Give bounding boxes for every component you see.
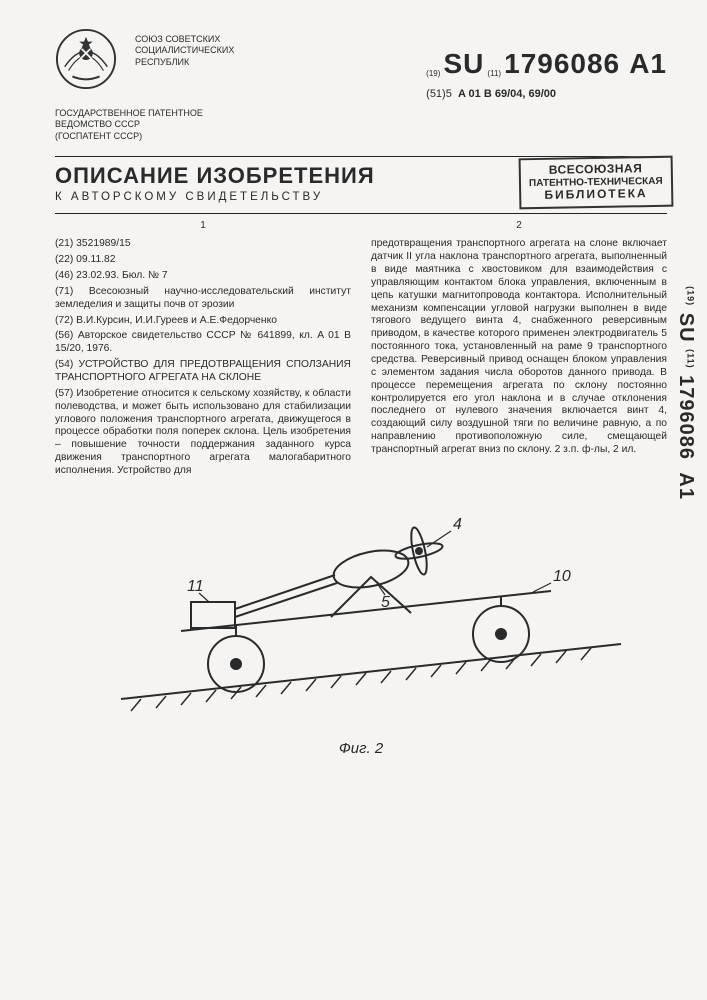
agency-name: ГОСУДАРСТВЕННОЕ ПАТЕНТНОЕ ВЕДОМСТВО СССР… [55, 108, 667, 142]
biblio-46: (46) 23.02.93. Бюл. № 7 [55, 270, 351, 283]
fig-label-10: 10 [553, 568, 571, 585]
biblio-72: (72) В.И.Курсин, И.И.Гуреев и А.Е.Федорч… [55, 315, 351, 328]
divider [55, 213, 667, 214]
abstract-start: (57) Изобретение относится к сельскому х… [55, 388, 351, 478]
figure-caption: Фиг. 2 [55, 740, 667, 757]
column-right: 2 предотвращения транспортного агрегата … [371, 220, 667, 481]
ussr-emblem-icon [55, 28, 117, 90]
invention-title: (54) УСТРОЙСТВО ДЛЯ ПРЕДОТВРАЩЕНИЯ СПОЛЗ… [55, 359, 351, 385]
union-name: СОЮЗ СОВЕТСКИХ СОЦИАЛИСТИЧЕСКИХ РЕСПУБЛИ… [135, 28, 234, 68]
fig-label-4: 4 [453, 516, 462, 533]
figure-2: 11 4 5 10 Фиг. 2 [55, 499, 667, 757]
library-stamp: ВСЕСОЮЗНАЯ ПАТЕНТНО-ТЕХНИЧЕСКАЯ БИБЛИОТЕ… [519, 155, 674, 209]
biblio-56: (56) Авторское свидетельство СССР № 6418… [55, 330, 351, 356]
publication-block: (19) SU (11) 1796086 A1 (51)5 A 01 B 69/… [426, 28, 667, 100]
abstract-cont: предотвращения транспортного агрегата на… [371, 238, 667, 457]
column-left: 1 (21) 3521989/15 (22) 09.11.82 (46) 23.… [55, 220, 351, 481]
figure-drawing: 11 4 5 10 [81, 499, 641, 729]
fig-label-11: 11 [187, 578, 204, 595]
fig-label-5: 5 [381, 594, 390, 611]
biblio-22: (22) 09.11.82 [55, 254, 351, 267]
side-pub-number: (19) SU (11) 1796086 A1 [674, 286, 697, 500]
biblio-71: (71) Всесоюзный научно-исследовательский… [55, 286, 351, 312]
body-columns: 1 (21) 3521989/15 (22) 09.11.82 (46) 23.… [55, 220, 667, 481]
biblio-21: (21) 3521989/15 [55, 238, 351, 251]
